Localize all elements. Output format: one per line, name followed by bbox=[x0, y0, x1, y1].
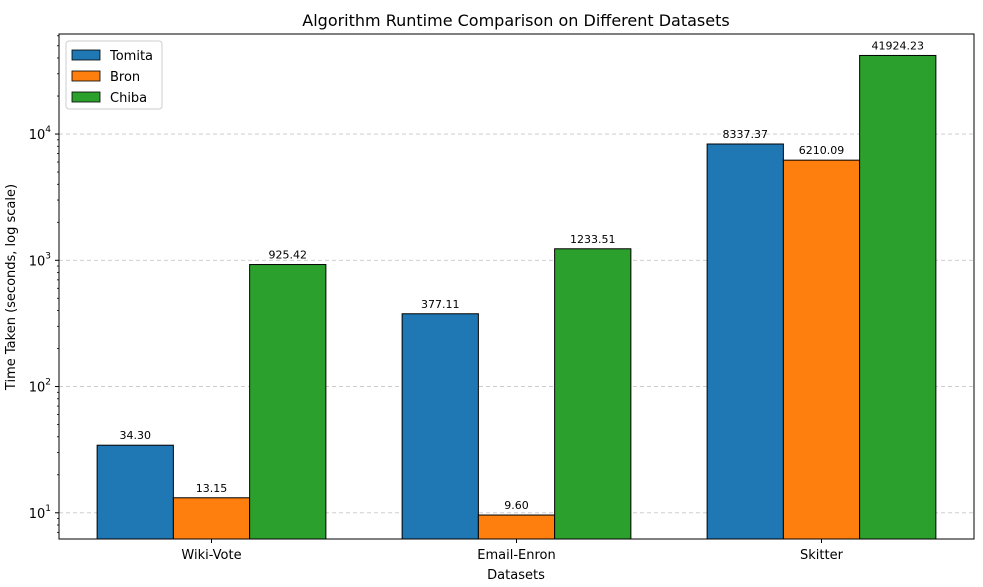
bar-value-label: 34.30 bbox=[120, 429, 152, 442]
bar-value-label: 41924.23 bbox=[872, 39, 925, 52]
x-axis-label: Datasets bbox=[487, 568, 545, 583]
bar-value-label: 6210.09 bbox=[799, 144, 845, 157]
x-tick-label: Email-Enron bbox=[477, 548, 555, 563]
bar-value-label: 377.11 bbox=[421, 298, 460, 311]
bar-tomita-email-enron bbox=[401, 313, 479, 540]
chart-title: Algorithm Runtime Comparison on Differen… bbox=[302, 11, 729, 30]
bar-value-label: 13.15 bbox=[196, 482, 228, 495]
x-tick-label: Wiki-Vote bbox=[181, 548, 241, 563]
y-tick-label: 104 bbox=[29, 125, 52, 143]
grid-lines bbox=[59, 133, 974, 514]
bar-value-label: 8337.37 bbox=[723, 128, 769, 141]
x-axis-ticks: Wiki-Vote Email-Enron Skitter bbox=[181, 539, 844, 563]
bar-chiba-email-enron bbox=[554, 248, 632, 540]
legend-label-tomita: Tomita bbox=[109, 49, 153, 64]
y-axis-ticks: 101 102 103 104 bbox=[29, 35, 59, 533]
legend-swatch-tomita bbox=[71, 49, 101, 61]
bar-value-label: 1233.51 bbox=[570, 233, 616, 246]
y-axis-label: Time Taken (seconds, log scale) bbox=[4, 184, 19, 391]
legend-swatch-bron bbox=[71, 70, 101, 82]
legend-label-chiba: Chiba bbox=[110, 91, 147, 106]
legend: Tomita Bron Chiba bbox=[65, 40, 163, 110]
legend-swatch-chiba bbox=[71, 91, 101, 103]
bar-chiba-wiki-vote bbox=[249, 264, 327, 540]
bar-chiba-skitter bbox=[859, 54, 937, 540]
x-tick-label: Skitter bbox=[800, 548, 844, 563]
y-tick-label: 103 bbox=[29, 251, 51, 269]
bar-value-label: 9.60 bbox=[504, 499, 529, 512]
bar-bron-email-enron bbox=[477, 514, 556, 540]
bar-bron-wiki-vote bbox=[172, 497, 251, 540]
y-tick-label: 102 bbox=[29, 378, 51, 396]
data-labels: 34.30 13.15 925.42 377.11 9.60 1233.51 8337.37… bbox=[120, 39, 925, 512]
bar-tomita-wiki-vote bbox=[96, 444, 174, 540]
legend-label-bron: Bron bbox=[110, 70, 140, 85]
bars bbox=[96, 54, 937, 540]
bar-bron-skitter bbox=[782, 159, 861, 540]
y-tick-label: 101 bbox=[29, 504, 51, 522]
bar-tomita-skitter bbox=[706, 143, 784, 540]
bar-value-label: 925.42 bbox=[269, 249, 308, 262]
